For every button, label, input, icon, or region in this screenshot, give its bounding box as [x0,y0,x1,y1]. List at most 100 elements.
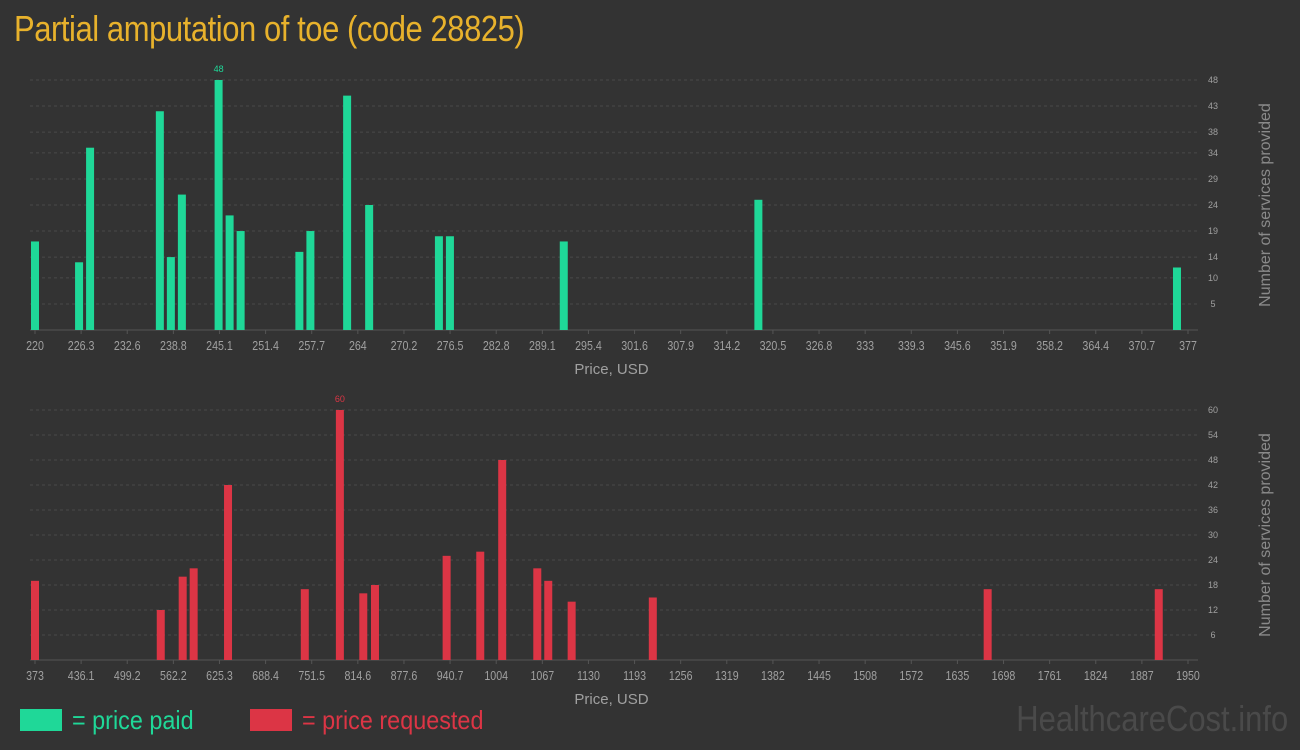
y-tick-label: 54 [1208,430,1218,440]
y-tick-label: 60 [1208,405,1218,415]
x-tick-label: 1256 [669,668,693,683]
x-tick-label: 1635 [946,668,970,683]
y-tick-label: 48 [1208,75,1218,85]
y-tick-label: 18 [1208,580,1218,590]
bar [754,199,763,330]
bar [214,80,223,330]
x-tick-label: 314.2 [713,338,740,353]
bar [445,236,454,330]
bar [156,610,165,660]
x-tick-label: 625.3 [206,668,233,683]
legend-requested-label: = price requested [302,704,484,735]
x-tick-label: 1698 [992,668,1016,683]
y-tick-label: 5 [1210,299,1215,309]
bar [533,568,542,660]
x-tick-label: 264 [349,338,367,353]
x-tick-label: 364.4 [1082,338,1109,353]
bar [86,147,95,330]
x-tick-label: 1004 [484,668,508,683]
y-tick-label: 24 [1208,200,1218,210]
bar [295,251,304,330]
bar [224,485,233,660]
x-tick-label: 370.7 [1129,338,1156,353]
x-tick-label: 320.5 [760,338,787,353]
y-axis-label: Number of services provided [1257,103,1274,307]
x-tick-label: 339.3 [898,338,925,353]
x-tick-label: 377 [1179,338,1197,353]
x-tick-label: 1887 [1130,668,1154,683]
x-tick-label: 276.5 [437,338,464,353]
bar [365,205,374,330]
y-tick-label: 6 [1210,630,1215,640]
peak-value-label: 48 [214,64,224,74]
x-tick-label: 270.2 [391,338,418,353]
bar [300,589,309,660]
legend-requested: = price requested [250,704,504,736]
x-tick-label: 940.7 [437,668,464,683]
bar [648,597,657,660]
x-axis-label: Price, USD [574,361,648,378]
y-tick-label: 24 [1208,555,1218,565]
x-tick-label: 814.6 [345,668,372,683]
x-tick-label: 877.6 [391,668,418,683]
x-tick-label: 1508 [853,668,877,683]
y-tick-label: 48 [1208,455,1218,465]
x-tick-label: 1382 [761,668,785,683]
bar [306,231,315,330]
bar [983,589,992,660]
bar [442,555,451,660]
x-tick-label: 1319 [715,668,739,683]
x-tick-label: 220 [26,338,44,353]
y-tick-label: 30 [1208,530,1218,540]
x-tick-label: 333 [856,338,874,353]
y-tick-label: 14 [1208,252,1218,262]
bar [359,593,368,660]
x-tick-label: 295.4 [575,338,602,353]
bar [236,231,245,330]
x-tick-label: 688.4 [252,668,279,683]
x-tick-label: 1067 [530,668,554,683]
bar [1172,267,1181,330]
y-tick-label: 36 [1208,505,1218,515]
bar [335,410,344,660]
bar [544,580,553,660]
bar [189,568,198,660]
y-tick-label: 29 [1208,174,1218,184]
bar [166,257,175,330]
bar [31,241,39,330]
bar [567,601,576,660]
x-tick-label: 1445 [807,668,831,683]
bar [155,111,164,330]
y-tick-label: 38 [1208,127,1218,137]
x-tick-label: 351.9 [990,338,1017,353]
y-axis-label: Number of services provided [1257,433,1274,637]
bar [370,585,379,660]
bar [1154,589,1163,660]
y-tick-label: 12 [1208,605,1218,615]
y-tick-label: 43 [1208,101,1218,111]
x-tick-label: 232.6 [114,338,141,353]
legend-paid: = price paid [20,704,207,736]
x-tick-label: 499.2 [114,668,141,683]
x-tick-label: 307.9 [667,338,694,353]
y-tick-label: 42 [1208,480,1218,490]
peak-value-label: 60 [335,394,345,404]
legend-paid-label: = price paid [72,704,194,735]
x-tick-label: 1950 [1176,668,1200,683]
x-tick-label: 245.1 [206,338,233,353]
x-tick-label: 257.7 [298,338,325,353]
x-tick-label: 326.8 [806,338,833,353]
x-tick-label: 358.2 [1036,338,1063,353]
bar [476,551,485,660]
x-axis-label: Price, USD [574,691,648,708]
x-tick-label: 1761 [1038,668,1062,683]
x-tick-label: 1824 [1084,668,1108,683]
x-tick-label: 301.6 [621,338,648,353]
x-tick-label: 436.1 [68,668,95,683]
y-tick-label: 19 [1208,226,1218,236]
x-tick-label: 282.8 [483,338,510,353]
x-tick-label: 345.6 [944,338,971,353]
bar [343,95,352,330]
y-tick-label: 10 [1208,273,1218,283]
